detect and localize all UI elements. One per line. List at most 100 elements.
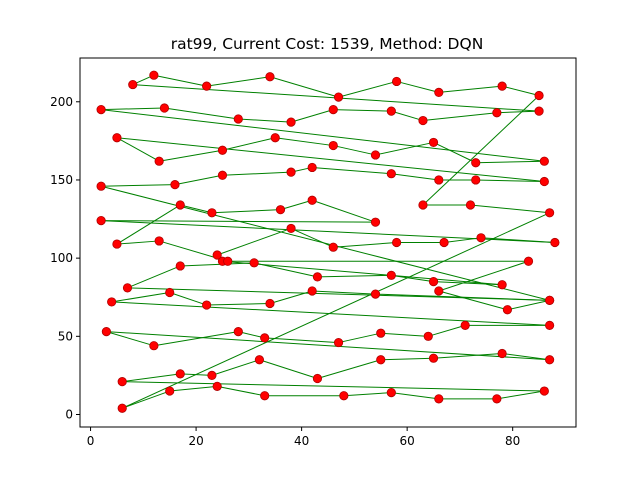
city-point — [476, 233, 486, 243]
city-point — [149, 341, 159, 351]
city-point — [534, 106, 544, 116]
tour-segment — [475, 179, 545, 183]
city-point — [217, 170, 228, 180]
tour-segment — [507, 299, 550, 311]
tour-segment — [391, 173, 439, 181]
city-point — [328, 140, 338, 151]
tour-segment — [338, 80, 397, 98]
city-point — [96, 181, 106, 191]
city-point — [418, 200, 428, 210]
city-point — [460, 320, 470, 330]
city-point — [312, 373, 323, 384]
city-point — [428, 353, 439, 363]
city-point — [286, 223, 296, 234]
tour-segment — [206, 76, 271, 87]
city-point — [128, 79, 138, 90]
tour-segment — [122, 212, 550, 409]
tour-segment — [496, 110, 540, 114]
tour-segment — [217, 227, 292, 256]
city-point — [423, 331, 433, 341]
city-point — [217, 145, 228, 155]
city-point — [312, 272, 323, 282]
city-point — [159, 103, 170, 113]
city-point — [434, 87, 444, 97]
tour-segment — [343, 392, 392, 397]
x-axis: 0 20 40 60 80 — [87, 427, 520, 448]
tour-segment — [391, 392, 439, 400]
city-point — [391, 76, 402, 87]
tour-segment — [380, 332, 429, 337]
x-tick-label: 80 — [505, 434, 520, 448]
city-point — [207, 208, 217, 218]
city-point — [202, 81, 212, 91]
tour-segment — [122, 381, 545, 392]
city-point — [233, 114, 243, 124]
city-point — [434, 286, 444, 296]
city-point — [233, 327, 243, 337]
city-point — [265, 298, 275, 309]
tour-segment — [206, 302, 270, 306]
tour-segment — [116, 204, 181, 245]
city-point — [212, 250, 222, 260]
tour-segment — [127, 265, 181, 289]
y-tick-label: 0 — [65, 407, 73, 421]
city-point — [502, 305, 513, 315]
city-point — [497, 81, 507, 91]
city-point — [202, 300, 212, 310]
city-point — [386, 106, 396, 116]
tour-segment — [290, 109, 334, 123]
tour-segment — [101, 107, 165, 111]
tour-segment — [280, 199, 313, 211]
tour-segment — [101, 184, 175, 187]
city-point — [307, 286, 317, 296]
city-point — [339, 391, 349, 401]
x-tick-label: 60 — [400, 434, 415, 448]
tour-segment — [338, 332, 381, 344]
city-point — [545, 295, 555, 305]
city-point — [428, 276, 439, 287]
tour-segment — [496, 390, 545, 400]
tour-segment — [217, 385, 265, 397]
plot-frame — [79, 57, 577, 428]
x-tick-label: 20 — [188, 434, 203, 448]
city-point — [418, 115, 428, 126]
city-point — [122, 283, 133, 293]
tour-segment — [222, 137, 276, 151]
tour-segment — [269, 76, 339, 98]
city-point — [165, 386, 175, 396]
city-point — [175, 200, 185, 210]
city-point — [492, 108, 502, 118]
city-point — [154, 236, 164, 246]
tour-segment — [391, 110, 424, 122]
city-point — [386, 388, 396, 398]
city-point — [254, 355, 265, 365]
tour-segment — [153, 331, 239, 347]
tour-segment — [275, 137, 334, 147]
tour-segment — [264, 337, 339, 344]
tour-segment — [290, 227, 334, 248]
tour-segment — [111, 301, 550, 326]
city-point — [275, 205, 286, 215]
tour-segment — [159, 149, 223, 162]
tour-segment — [317, 359, 381, 380]
city-point — [391, 237, 402, 248]
tour-segment — [127, 287, 550, 301]
city-point — [439, 237, 449, 248]
tour-segment — [470, 204, 550, 214]
city-point — [117, 403, 127, 413]
city-point — [539, 386, 549, 396]
tour-segment — [169, 292, 207, 306]
tour-segment — [333, 109, 392, 112]
tour-segment — [238, 118, 292, 123]
tour-segment — [122, 373, 181, 383]
city-point — [286, 117, 296, 127]
city-point — [376, 328, 386, 338]
tour-segment — [433, 353, 503, 359]
y-tick-label: 50 — [58, 329, 73, 343]
tour-path — [100, 74, 555, 409]
city-point — [497, 280, 507, 290]
tour-segment — [438, 85, 503, 93]
city-points — [96, 70, 560, 413]
city-point — [370, 217, 381, 227]
